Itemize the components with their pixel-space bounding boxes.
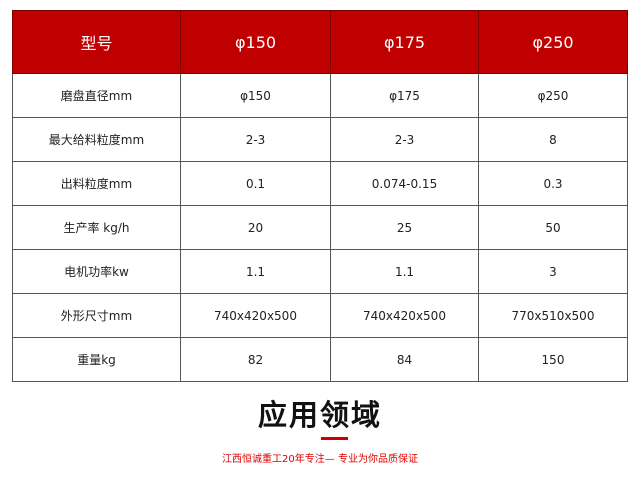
row-label: 外形尺寸mm [12,293,181,338]
table-cell: 150 [478,337,628,382]
table-cell: φ250 [478,73,628,118]
row-label: 出料粒度mm [12,161,181,206]
table-row: 最大给料粒度mm 2-3 2-3 8 [12,117,628,162]
table-cell: 740x420x500 [330,293,479,338]
row-label: 磨盘直径mm [12,73,181,118]
table-row: 外形尺寸mm 740x420x500 740x420x500 770x510x500 [12,293,628,338]
table-header: 型号 φ150 φ175 φ250 [12,10,628,74]
table-cell: φ150 [180,73,331,118]
table-row: 生产率 kg/h 20 25 50 [12,205,628,250]
table-row: 电机功率kw 1.1 1.1 3 [12,249,628,294]
table-cell: 2-3 [180,117,331,162]
title-underline [321,437,348,440]
table-cell: 1.1 [330,249,479,294]
table-cell: 84 [330,337,479,382]
table-row: 重量kg 82 84 150 [12,337,628,382]
table-cell: 770x510x500 [478,293,628,338]
table-cell: 8 [478,117,628,162]
table-cell: 25 [330,205,479,250]
table-cell: 1.1 [180,249,331,294]
row-label: 重量kg [12,337,181,382]
table-cell: 740x420x500 [180,293,331,338]
table-cell: 0.074-0.15 [330,161,479,206]
table-cell: 0.1 [180,161,331,206]
row-label: 最大给料粒度mm [12,117,181,162]
section-subtitle: 江西恒诚重工20年专注— 专业为你品质保证 [222,454,418,465]
header-cell: 型号 [12,10,181,74]
table-row: 出料粒度mm 0.1 0.074-0.15 0.3 [12,161,628,206]
table-cell: 2-3 [330,117,479,162]
header-cell: φ175 [330,10,479,74]
table-cell: 50 [478,205,628,250]
table-row: 磨盘直径mm φ150 φ175 φ250 [12,73,628,118]
table-cell: 0.3 [478,161,628,206]
row-label: 电机功率kw [12,249,181,294]
spec-table: 型号 φ150 φ175 φ250 磨盘直径mm φ150 φ175 φ250 最大给料粒度m… [12,10,628,382]
table-cell: 3 [478,249,628,294]
section-title: 应用领域 [257,398,382,432]
table-cell: 82 [180,337,331,382]
row-label: 生产率 kg/h [12,205,181,250]
table-cell: 20 [180,205,331,250]
header-cell: φ150 [180,10,331,74]
header-cell: φ250 [478,10,628,74]
table-cell: φ175 [330,73,479,118]
